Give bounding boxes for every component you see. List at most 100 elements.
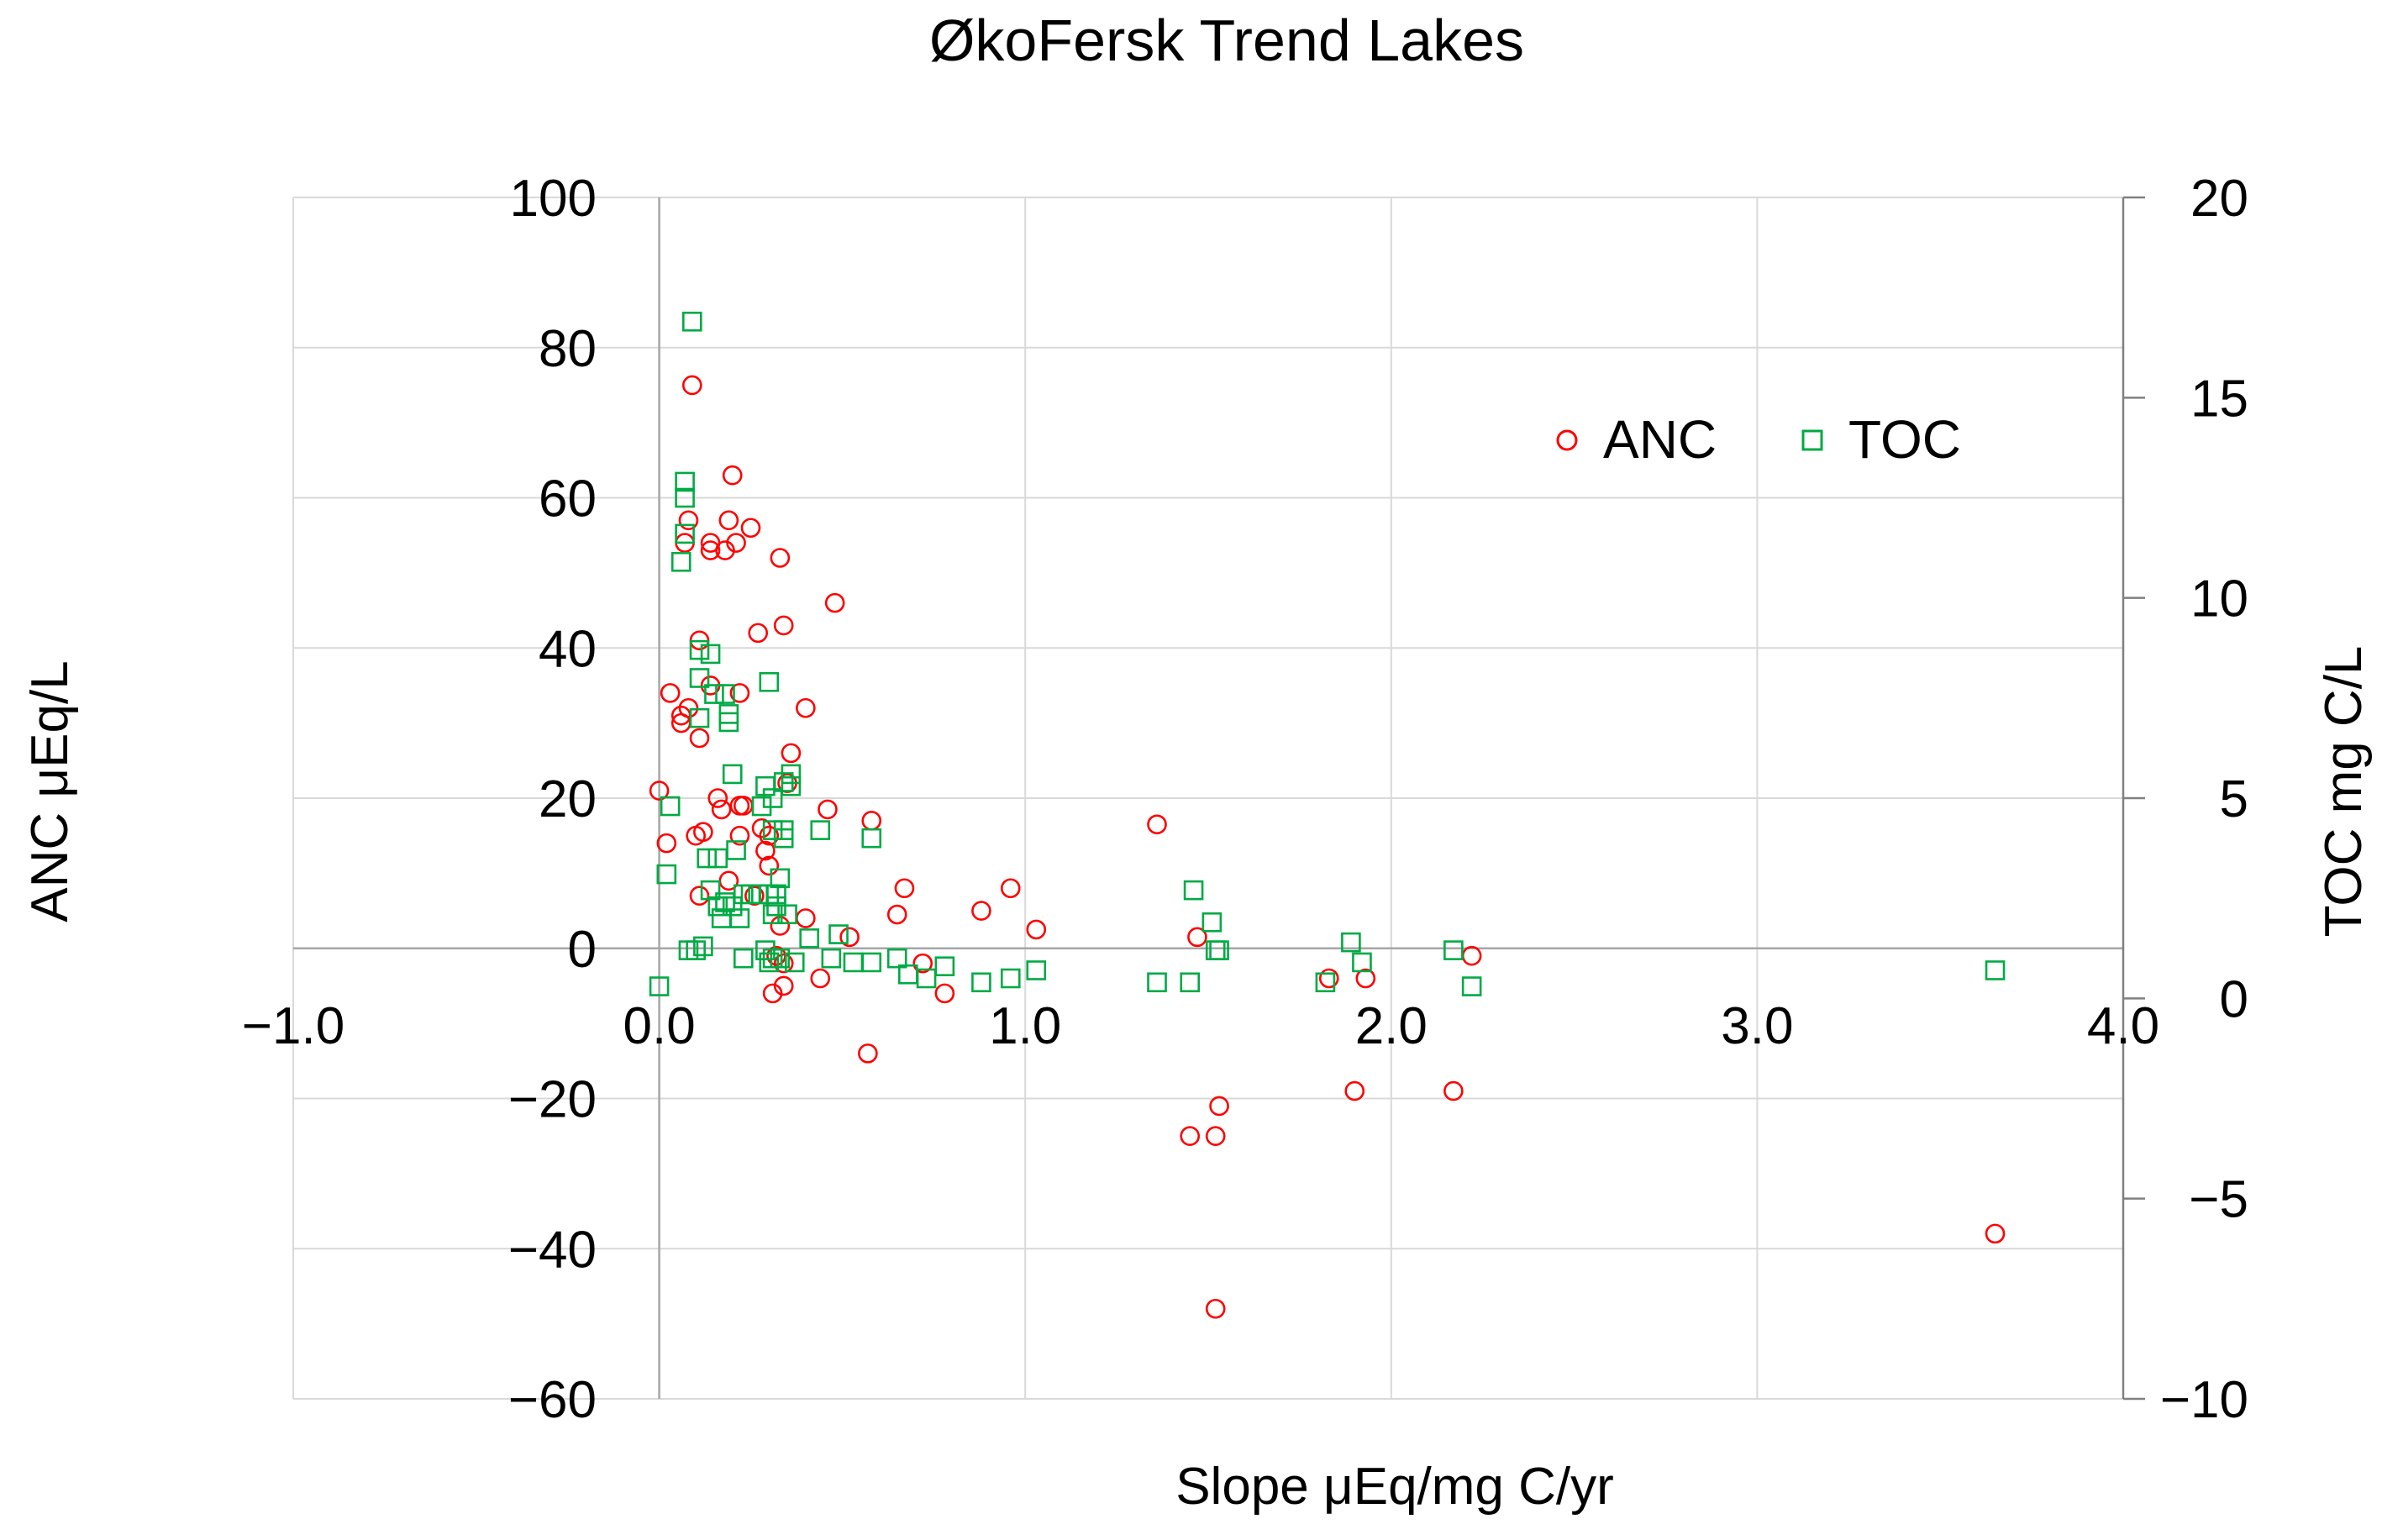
anc-point: [858, 1043, 878, 1064]
anc-point: [656, 833, 677, 854]
y-tick-label: −20: [508, 1071, 597, 1129]
toc-point: [700, 880, 721, 901]
anc-point: [722, 465, 743, 486]
toc-point: [693, 936, 713, 957]
anc-point: [912, 953, 933, 974]
anc-point: [759, 825, 780, 846]
x-tick-label: 3.0: [1721, 997, 1793, 1055]
toc-point: [971, 972, 991, 993]
anc-point: [886, 904, 907, 925]
toc-point: [861, 828, 882, 849]
toc-point: [759, 952, 780, 973]
y-tick-label: −40: [508, 1221, 597, 1279]
toc-point: [766, 884, 786, 905]
toc-point: [1202, 912, 1223, 933]
anc-point: [729, 683, 750, 703]
toc-point: [726, 840, 746, 860]
anc-point: [770, 916, 791, 936]
toc-point: [656, 864, 677, 885]
y2-axis-label: TOC mg C/L: [2315, 646, 2373, 938]
toc-point: [1461, 976, 1482, 996]
y-tick-label: 60: [539, 470, 597, 528]
y2-tick-label: 20: [2190, 170, 2248, 228]
toc-point: [762, 788, 783, 808]
toc-point: [770, 948, 791, 969]
toc-point: [810, 820, 831, 840]
toc-point: [828, 924, 849, 944]
toc-point: [934, 956, 955, 976]
anc-point: [1205, 1298, 1226, 1319]
toc-point: [799, 928, 819, 949]
anc-point: [707, 788, 728, 808]
toc-point: [777, 904, 797, 925]
anc-point: [770, 548, 791, 568]
toc-point: [718, 704, 739, 724]
x-tick-label: −1.0: [242, 997, 344, 1055]
toc-point: [1147, 972, 1167, 993]
anc-point: [894, 878, 915, 899]
anc-point: [649, 781, 670, 801]
anc-point: [751, 817, 772, 838]
anc-point: [759, 855, 780, 876]
anc-point: [1147, 814, 1167, 835]
y-axis-label: ANC μEq/L: [21, 660, 79, 922]
y2-tick-label: 0: [2220, 970, 2248, 1028]
anc-point: [689, 728, 710, 749]
toc-point: [697, 848, 718, 869]
toc-point: [1180, 972, 1201, 993]
toc-point: [784, 952, 805, 973]
anc-point: [1443, 1080, 1464, 1101]
toc-point: [886, 948, 907, 969]
toc-point: [781, 775, 802, 796]
anc-point: [1205, 1126, 1226, 1146]
legend-toc-label: TOC: [1848, 409, 1961, 470]
anc-point: [818, 799, 838, 820]
anc-point: [729, 825, 750, 846]
x-tick-label: 2.0: [1355, 997, 1428, 1055]
toc-point: [689, 639, 710, 660]
anc-point: [839, 927, 860, 948]
y-tick-label: −60: [508, 1371, 597, 1429]
y-tick-label: 80: [539, 320, 597, 378]
anc-point: [726, 533, 746, 553]
anc-point: [748, 623, 769, 644]
y2-tick-label: −5: [2189, 1171, 2248, 1229]
y2-tick-label: −10: [2160, 1371, 2248, 1429]
y2-tick-label: 15: [2190, 370, 2248, 428]
x-axis-label: Slope μEq/mg C/yr: [1175, 1458, 1614, 1516]
anc-point: [810, 968, 831, 989]
y-tick-label: 0: [568, 921, 597, 979]
anc-point: [1355, 968, 1376, 989]
toc-point: [1352, 952, 1372, 973]
toc-point: [1026, 960, 1047, 980]
toc-point: [689, 668, 710, 688]
anc-point: [1180, 1126, 1201, 1146]
toc-point: [1209, 940, 1229, 960]
y-tick-label: 100: [510, 170, 597, 228]
anc-point: [796, 697, 816, 718]
anc-point: [773, 953, 794, 974]
toc-point: [861, 952, 882, 973]
toc-point: [759, 671, 780, 692]
data-points: [649, 311, 2006, 1319]
anc-point: [1209, 1096, 1229, 1117]
toc-point: [821, 948, 842, 969]
anc-point: [755, 840, 776, 861]
x-tick-label: 1.0: [989, 997, 1061, 1055]
y-tick-label: 20: [539, 770, 597, 828]
anc-point: [1000, 878, 1021, 899]
toc-point: [781, 764, 802, 785]
x-tick-label: 0.0: [623, 997, 695, 1055]
anc-point: [1344, 1080, 1365, 1101]
anc-point: [718, 510, 739, 531]
anc-point: [678, 510, 699, 531]
toc-point: [770, 868, 791, 889]
anc-point: [781, 743, 802, 764]
toc-point: [675, 523, 695, 544]
toc-point: [1315, 972, 1336, 993]
anc-point: [971, 901, 991, 921]
legend-anc-marker: [1556, 429, 1578, 451]
